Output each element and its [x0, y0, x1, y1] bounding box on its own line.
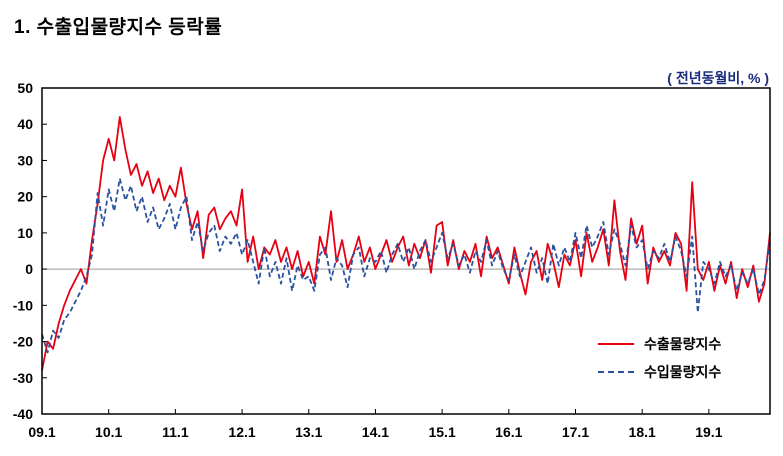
- y-axis-tick-label: -40: [13, 406, 33, 422]
- page-title: 1. 수출입물량지수 등락률: [14, 17, 223, 38]
- legend-item-export: 수출물량지수: [598, 334, 721, 354]
- x-axis-tick-label: 09.1: [28, 424, 55, 440]
- y-axis-tick-label: 0: [25, 261, 33, 277]
- legend-label-export: 수출물량지수: [644, 336, 722, 352]
- chart-legend: 수출물량지수 수입물량지수: [598, 334, 721, 382]
- x-axis-tick-label: 11.1: [162, 424, 189, 440]
- y-axis-tick-label: -20: [13, 334, 33, 350]
- x-axis-tick-label: 13.1: [295, 424, 322, 440]
- y-axis-tick-label: -10: [13, 297, 33, 313]
- plot-frame: [41, 87, 771, 415]
- x-axis-tick-label: 14.1: [362, 424, 389, 440]
- x-axis-tick-label: 17.1: [562, 424, 589, 440]
- x-axis-tick-label: 18.1: [629, 424, 656, 440]
- x-axis-tick-label: 12.1: [228, 424, 255, 440]
- x-axis-tick-label: 19.1: [695, 424, 722, 440]
- y-axis-tick-label: 30: [17, 152, 33, 168]
- y-axis-tick-label: 20: [17, 189, 33, 205]
- unit-note: ( 전년동월비, % ): [667, 70, 769, 86]
- y-axis-tick-label: 40: [17, 116, 33, 132]
- export-series-line: [41, 116, 771, 371]
- legend-label-import: 수입물량지수: [644, 364, 722, 380]
- x-axis-tick-label: 15.1: [428, 424, 455, 440]
- y-axis-tick-label: -30: [13, 370, 33, 386]
- import-line-sample-icon: [598, 371, 634, 373]
- y-axis-tick-label: 50: [17, 80, 33, 96]
- x-axis-tick-label: 10.1: [95, 424, 122, 440]
- y-axis-tick-label: 10: [17, 225, 33, 241]
- export-line-sample-icon: [598, 343, 634, 345]
- x-axis-tick-label: 16.1: [495, 424, 522, 440]
- import-series-line: [41, 177, 771, 354]
- legend-item-import: 수입물량지수: [598, 362, 721, 382]
